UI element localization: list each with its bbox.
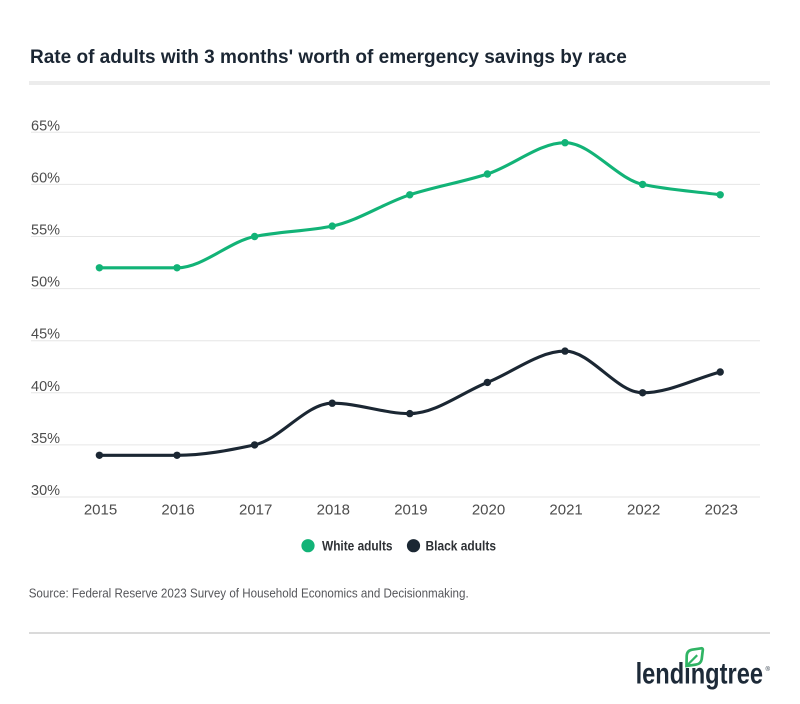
svg-text:30%: 30% xyxy=(31,483,60,499)
svg-text:50%: 50% xyxy=(31,275,60,291)
svg-text:35%: 35% xyxy=(31,431,60,447)
svg-text:40%: 40% xyxy=(31,379,60,395)
svg-text:White adults: White adults xyxy=(322,537,393,553)
svg-text:2016: 2016 xyxy=(161,502,194,519)
svg-text:2019: 2019 xyxy=(394,502,427,519)
svg-text:55%: 55% xyxy=(31,223,60,239)
svg-text:2018: 2018 xyxy=(317,502,350,519)
svg-text:2017: 2017 xyxy=(239,502,272,519)
svg-text:2020: 2020 xyxy=(472,502,505,519)
svg-text:2023: 2023 xyxy=(705,502,738,519)
svg-text:Source: Federal Reserve 2023 S: Source: Federal Reserve 2023 Survey of H… xyxy=(29,586,469,601)
svg-text:Black adults: Black adults xyxy=(426,537,497,553)
svg-text:2021: 2021 xyxy=(549,502,582,519)
svg-text:2022: 2022 xyxy=(627,502,660,519)
svg-text:®: ® xyxy=(766,666,771,673)
svg-text:2015: 2015 xyxy=(84,502,117,519)
svg-text:65%: 65% xyxy=(31,118,60,134)
svg-text:45%: 45% xyxy=(31,327,60,343)
svg-text:60%: 60% xyxy=(31,170,60,186)
